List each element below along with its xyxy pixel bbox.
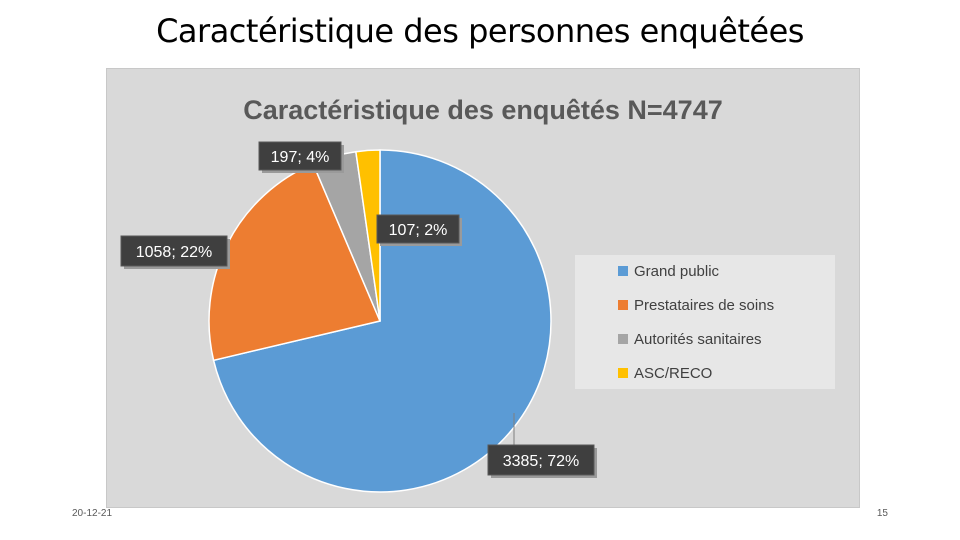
- legend-background: [575, 255, 835, 389]
- chart-area: Caractéristique des enquêtés N=4747 3385…: [106, 68, 860, 508]
- pie-slices: [208, 149, 552, 493]
- legend-label: Grand public: [634, 263, 720, 280]
- data-label-prestataires-de-soins: 1058; 22%: [120, 235, 230, 269]
- chart-legend: Grand public Prestataires de soins Autorit…: [575, 255, 835, 389]
- data-labels: 3385; 72% 1058; 22% 197; 4% 107; 2%: [120, 141, 597, 478]
- legend-item-prestataires-de-soins: Prestataires de soins: [618, 297, 774, 314]
- legend-swatch: [618, 334, 628, 344]
- data-label-asc-reco: 107; 2%: [376, 214, 462, 246]
- data-label-text: 3385; 72%: [503, 453, 580, 470]
- pie-chart: Caractéristique des enquêtés N=4747 3385…: [120, 95, 835, 493]
- data-label-text: 197; 4%: [271, 149, 330, 166]
- legend-swatch: [618, 368, 628, 378]
- legend-swatch: [618, 300, 628, 310]
- pie-slice-asc-reco: [355, 149, 381, 322]
- legend-label: ASC/RECO: [634, 365, 712, 382]
- slide-title: Caractéristique des personnes enquêtées: [156, 12, 804, 50]
- footer-page-number: 15: [876, 508, 888, 519]
- data-label-box: [120, 235, 228, 267]
- legend-label: Autorités sanitaires: [634, 331, 762, 348]
- legend-item-asc-reco: ASC/RECO: [618, 365, 712, 382]
- data-label-text: 107; 2%: [389, 222, 448, 239]
- data-label-grand-public: 3385; 72%: [487, 444, 597, 478]
- data-label-box: [258, 141, 342, 171]
- data-label-box: [376, 214, 460, 244]
- data-label-text: 1058; 22%: [136, 244, 213, 261]
- footer-date: 20-12-21: [72, 508, 113, 519]
- chart-title: Caractéristique des enquêtés N=4747: [243, 95, 722, 125]
- legend-item-autorites-sanitaires: Autorités sanitaires: [618, 331, 762, 348]
- legend-swatch: [618, 266, 628, 276]
- legend-label: Prestataires de soins: [634, 297, 774, 314]
- legend-item-grand-public: Grand public: [618, 263, 720, 280]
- data-label-box: [487, 444, 595, 476]
- data-label-autorites-sanitaires: 197; 4%: [258, 141, 344, 173]
